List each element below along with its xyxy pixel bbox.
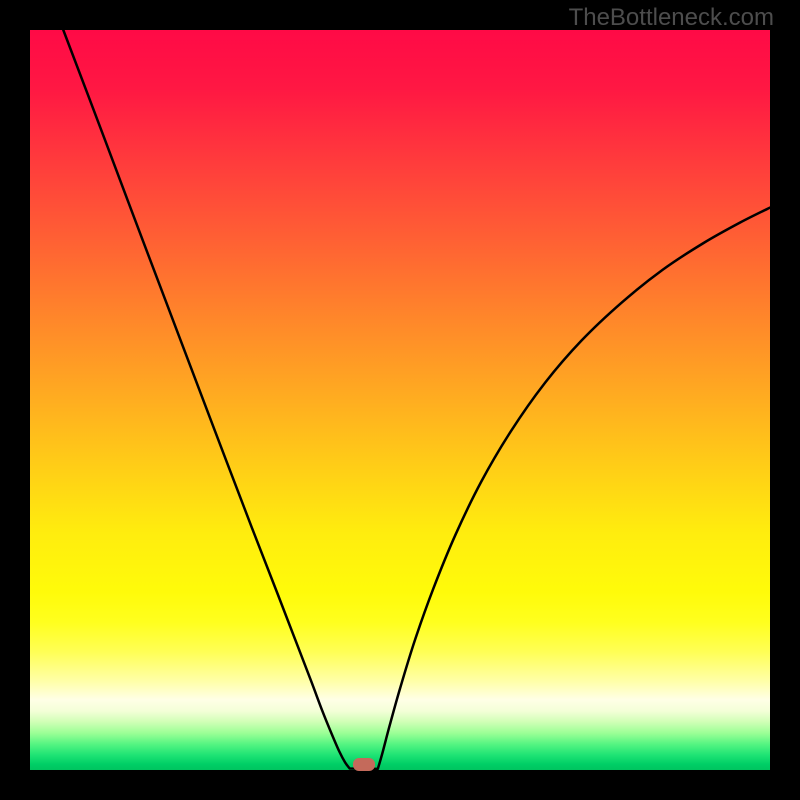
chart-container: TheBottleneck.com: [0, 0, 800, 800]
plot-area: [30, 30, 770, 770]
optimum-marker: [353, 758, 375, 771]
watermark-text: TheBottleneck.com: [569, 4, 774, 32]
